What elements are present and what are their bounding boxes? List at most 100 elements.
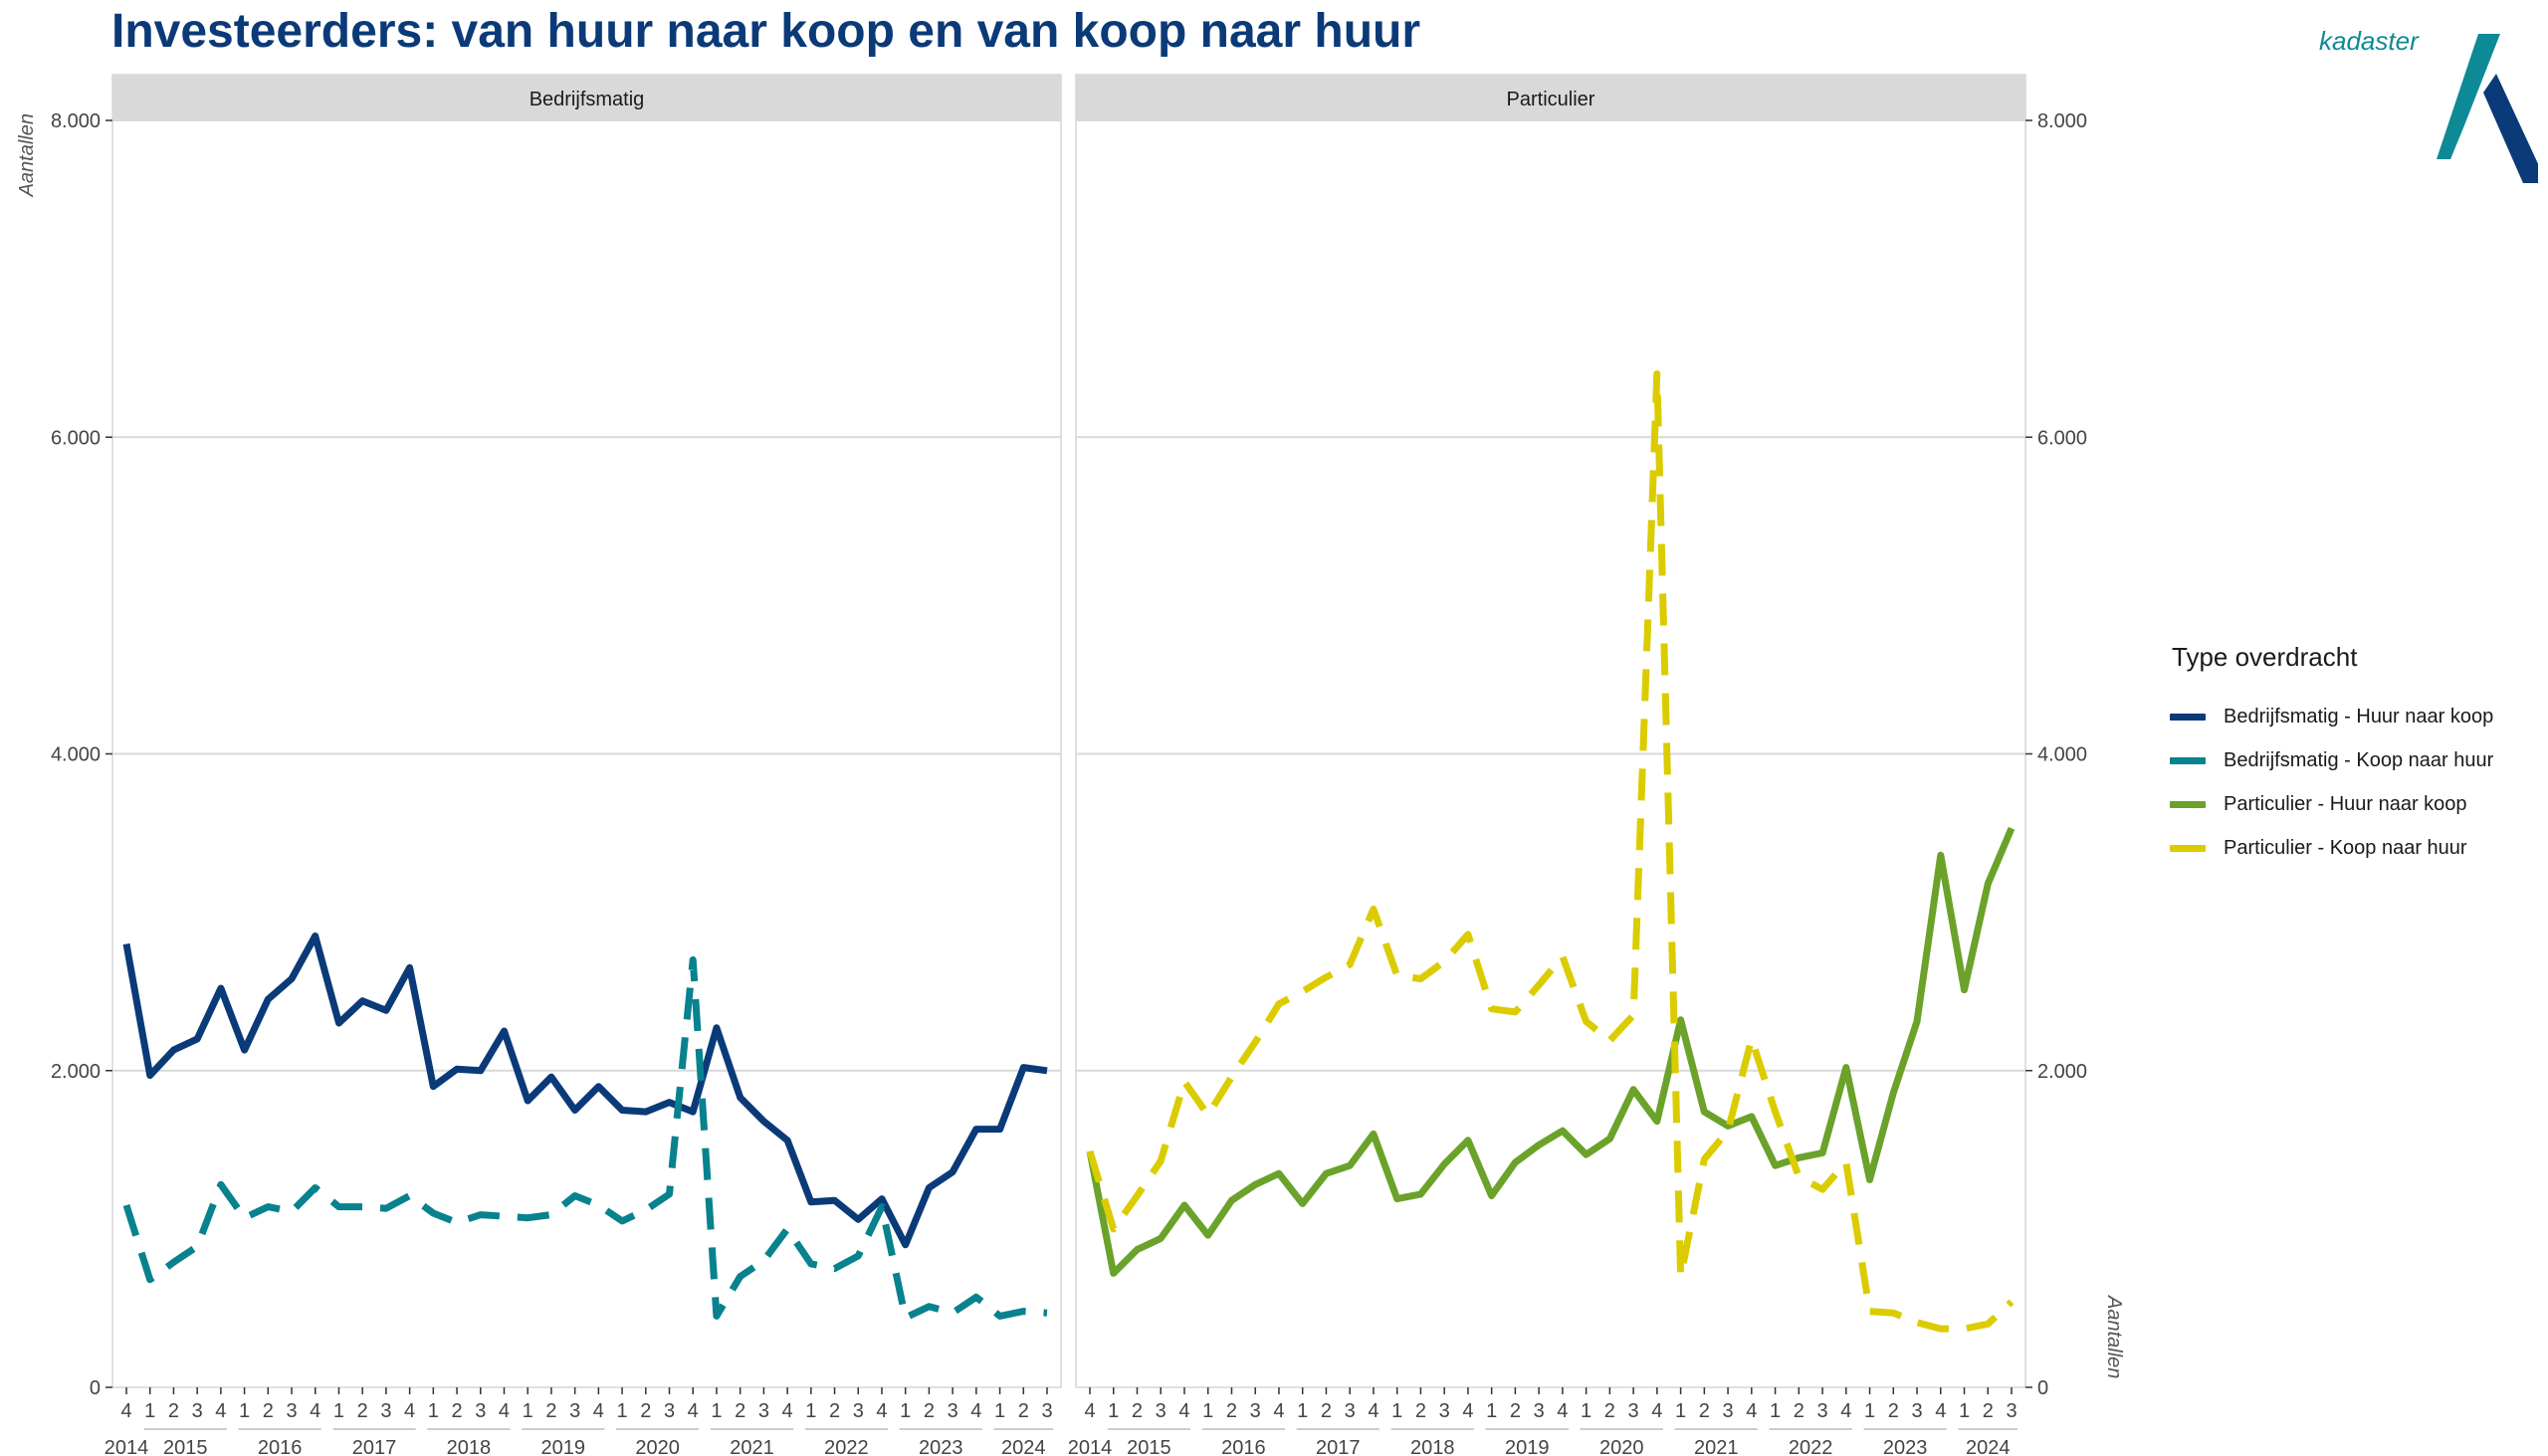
x-year-label: 2020: [635, 1437, 680, 1456]
x-year-label: 2022: [1789, 1437, 1833, 1456]
x-tick-label: 4: [1368, 1400, 1379, 1422]
y-tick-label: 6.000: [51, 427, 101, 449]
x-tick-label: 3: [758, 1400, 769, 1422]
y-tick-label: 0: [2037, 1377, 2048, 1399]
x-tick-label: 1: [1581, 1400, 1592, 1422]
x-tick-label: 3: [1628, 1400, 1639, 1422]
y-axis-title: Aantallen: [2103, 1295, 2125, 1378]
panel-strip: [112, 75, 1061, 120]
x-tick-label: 4: [1178, 1400, 1189, 1422]
legend-title: Type overdracht: [2172, 642, 2358, 672]
x-tick-label: 1: [1959, 1400, 1970, 1422]
x-year-label: 2019: [1505, 1437, 1550, 1456]
x-tick-label: 1: [1108, 1400, 1119, 1422]
x-tick-label: 4: [499, 1400, 510, 1422]
x-tick-label: 1: [805, 1400, 816, 1422]
panel-strip-label: Particulier: [1507, 89, 1595, 110]
x-tick-label: 4: [1935, 1400, 1946, 1422]
x-tick-label: 2: [168, 1400, 179, 1422]
legend-swatch: [2170, 713, 2206, 721]
x-tick-label: 4: [215, 1400, 226, 1422]
x-tick-label: 1: [617, 1400, 628, 1422]
x-tick-label: 3: [2006, 1400, 2017, 1422]
legend-item: Bedrijfsmatig - Koop naar huur: [2170, 738, 2493, 782]
x-tick-label: 1: [1391, 1400, 1402, 1422]
x-tick-label: 3: [1816, 1400, 1827, 1422]
legend-label: Bedrijfsmatig - Koop naar huur: [2224, 748, 2494, 771]
y-tick-label: 2.000: [51, 1061, 101, 1083]
legend-label: Particulier - Huur naar koop: [2224, 792, 2467, 815]
x-tick-label: 3: [380, 1400, 391, 1422]
x-tick-label: 3: [475, 1400, 486, 1422]
x-tick-label: 1: [711, 1400, 722, 1422]
x-tick-label: 2: [1699, 1400, 1710, 1422]
x-tick-label: 2: [451, 1400, 462, 1422]
x-tick-label: 1: [1770, 1400, 1781, 1422]
legend-swatch: [2170, 844, 2206, 852]
x-tick-label: 2: [640, 1400, 651, 1422]
x-year-label: 2015: [163, 1437, 208, 1456]
x-tick-label: 4: [310, 1400, 320, 1422]
x-year-label: 2018: [1410, 1437, 1455, 1456]
series-line: [122, 955, 1048, 1322]
x-tick-label: 1: [144, 1400, 155, 1422]
x-tick-label: 3: [664, 1400, 675, 1422]
y-tick-label: 8.000: [51, 110, 101, 132]
x-tick-label: 2: [829, 1400, 840, 1422]
x-year-label: 2023: [1883, 1437, 1928, 1456]
x-tick-label: 1: [1202, 1400, 1213, 1422]
x-year-label: 2015: [1127, 1437, 1171, 1456]
legend-item: Particulier - Huur naar koop: [2170, 782, 2493, 826]
x-tick-label: 2: [1510, 1400, 1521, 1422]
x-tick-label: 4: [120, 1400, 131, 1422]
x-year-label: 2021: [1694, 1437, 1739, 1456]
x-tick-label: 2: [263, 1400, 274, 1422]
x-tick-label: 4: [1651, 1400, 1662, 1422]
x-tick-label: 3: [1250, 1400, 1261, 1422]
x-year-label: 2021: [730, 1437, 774, 1456]
x-year-label: 2023: [919, 1437, 963, 1456]
x-tick-label: 4: [782, 1400, 793, 1422]
x-tick-label: 4: [1557, 1400, 1568, 1422]
x-tick-label: 4: [970, 1400, 981, 1422]
y-tick-label: 2.000: [2037, 1061, 2087, 1083]
x-tick-label: 2: [545, 1400, 556, 1422]
logo-teal-shape: [2437, 34, 2500, 159]
logo-navy-shape: [2483, 74, 2538, 183]
panel-frame: [1075, 74, 2026, 1388]
x-tick-label: 4: [593, 1400, 604, 1422]
x-year-label: 2019: [541, 1437, 586, 1456]
x-tick-label: 4: [1273, 1400, 1284, 1422]
y-tick-label: 4.000: [2037, 744, 2087, 766]
x-tick-label: 2: [735, 1400, 745, 1422]
x-year-label: 2017: [352, 1437, 397, 1456]
x-tick-label: 3: [1723, 1400, 1734, 1422]
series-line: [122, 933, 1048, 1249]
series-line: [1086, 370, 2015, 1333]
x-tick-label: 1: [523, 1400, 533, 1422]
x-tick-label: 3: [853, 1400, 864, 1422]
x-tick-label: 3: [1911, 1400, 1922, 1422]
x-tick-label: 2: [1983, 1400, 1994, 1422]
x-tick-label: 3: [948, 1400, 958, 1422]
x-tick-label: 3: [1156, 1400, 1167, 1422]
x-year-label: 2014: [1068, 1437, 1113, 1456]
x-tick-label: 4: [1462, 1400, 1473, 1422]
x-tick-label: 1: [333, 1400, 344, 1422]
legend-item: Bedrijfsmatig - Huur naar koop: [2170, 695, 2493, 738]
x-tick-label: 3: [1345, 1400, 1356, 1422]
panel-strip: [1076, 75, 2025, 120]
x-tick-label: 3: [1439, 1400, 1450, 1422]
x-year-label: 2017: [1316, 1437, 1361, 1456]
x-year-label: 2020: [1599, 1437, 1644, 1456]
x-tick-label: 2: [1226, 1400, 1237, 1422]
legend-swatch: [2170, 800, 2206, 808]
x-year-label: 2024: [1001, 1437, 1046, 1456]
x-tick-label: 1: [239, 1400, 250, 1422]
x-year-label: 2024: [1966, 1437, 2011, 1456]
y-tick-label: 6.000: [2037, 427, 2087, 449]
y-tick-label: 8.000: [2037, 110, 2087, 132]
x-tick-label: 1: [900, 1400, 911, 1422]
